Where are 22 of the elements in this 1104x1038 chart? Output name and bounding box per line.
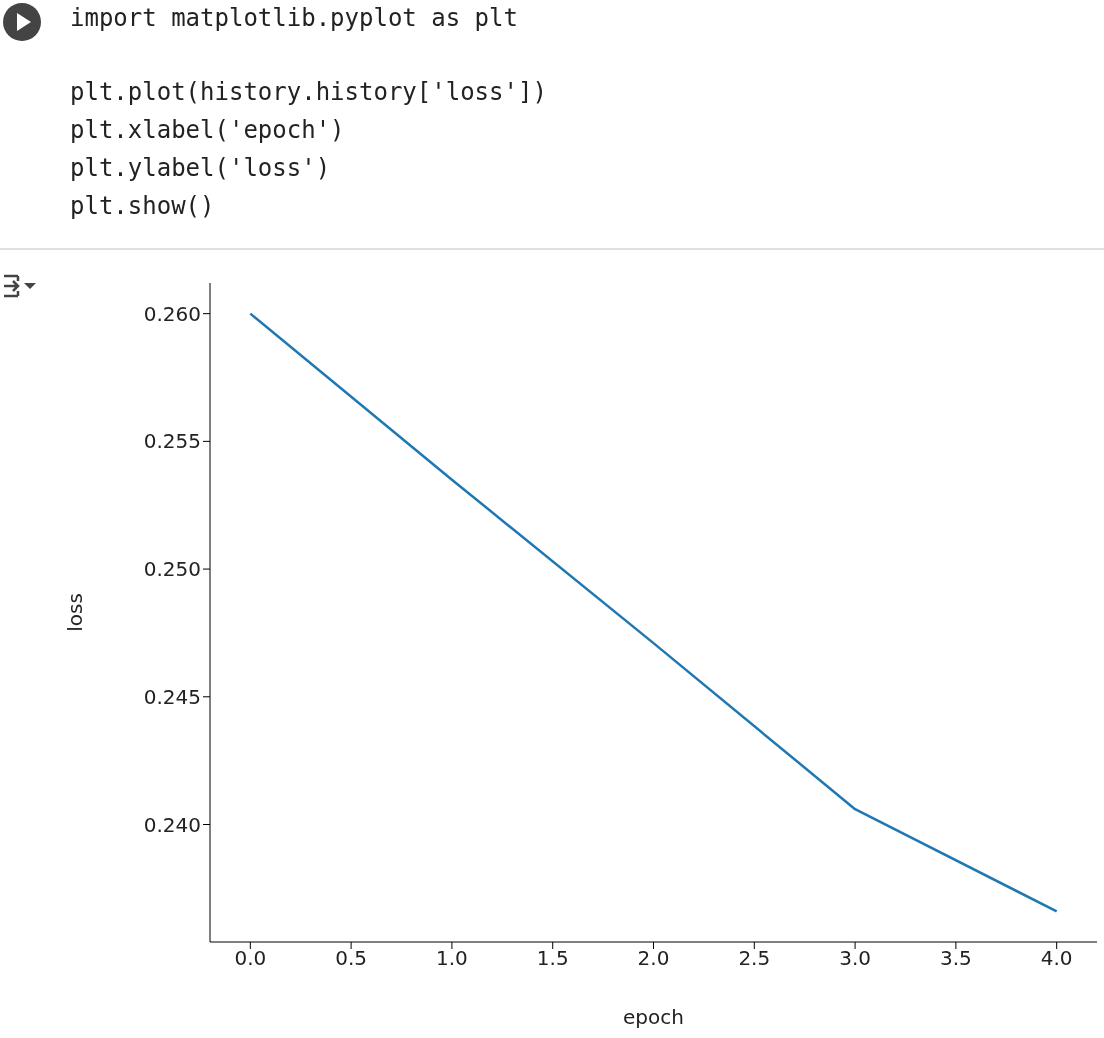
x-tick-label: 3.5	[939, 946, 972, 971]
text: plt.show()	[70, 192, 215, 220]
x-tick-label: 4.0	[1040, 946, 1073, 971]
x-tick-label: 0.5	[335, 946, 368, 971]
y-tick-label: 0.245	[143, 684, 201, 709]
line-series	[249, 312, 1058, 913]
x-tick-label: 3.0	[839, 946, 871, 971]
y-axis-title: loss	[63, 593, 88, 632]
text: plt.plot(history.history['loss'])	[70, 78, 547, 106]
y-tick-label: 0.240	[143, 812, 201, 837]
y-tick-label: 0.250	[143, 557, 201, 582]
x-tick-label: 0.0	[234, 946, 267, 971]
x-tick-label: 1.5	[536, 946, 569, 971]
x-tick-label: 1.0	[436, 946, 468, 971]
text: plt.ylabel('loss')	[70, 154, 331, 182]
text: import matplotlib.pyplot as plt	[70, 4, 518, 32]
y-tick-label: 0.255	[143, 429, 201, 454]
text: plt.xlabel('epoch')	[70, 116, 345, 144]
x-tick-label: 2.0	[637, 946, 670, 971]
y-tick-label: 0.260	[143, 301, 201, 326]
x-axis-title: epoch	[623, 1005, 684, 1029]
x-tick-label: 2.5	[738, 946, 771, 971]
